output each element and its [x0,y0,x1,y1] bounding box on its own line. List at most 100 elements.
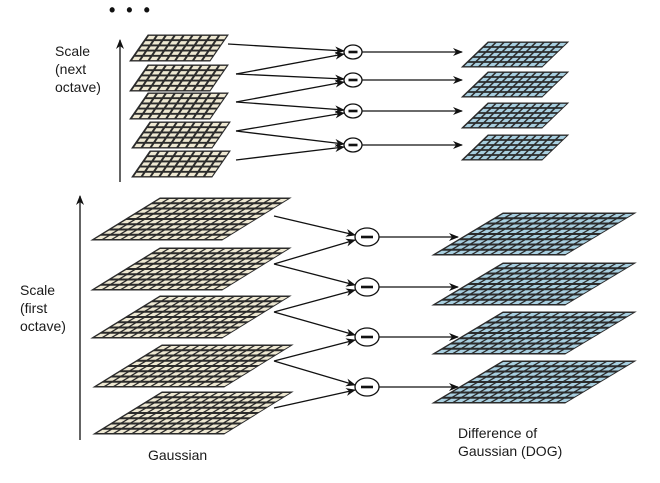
grid-cell [132,235,145,240]
grid-cell [124,424,137,428]
grid-cell [178,413,191,418]
grid-cell [249,345,262,350]
grid-cell [213,398,226,402]
grid-cell [140,361,153,366]
plane-outline [431,262,637,306]
grid-cell [498,274,512,278]
grid-cell [241,403,255,407]
grid-cell [526,269,539,273]
grid-cell [511,108,522,113]
grid-cell [174,209,188,213]
grid-cell [185,56,195,61]
grid-cell [516,263,529,268]
grid-cell [585,234,598,239]
grid-cell [205,71,215,75]
grid-cell [519,284,532,289]
grid-cell [180,109,190,113]
grid-cell [258,307,271,311]
grid-cell [554,219,568,223]
grid-cell [501,118,511,123]
grid-cell [214,99,223,103]
grid-cell [168,408,181,413]
grid-cell [140,323,153,327]
grid-cell [177,361,190,366]
grid-cell [471,377,484,382]
grid-cell [473,250,487,255]
grid-cell [541,150,551,155]
arrow-to-difference [273,215,356,237]
grid-cell [106,382,119,387]
grid-cell [546,372,559,376]
grid-cell [241,269,254,274]
grid-cell [490,229,503,234]
grid-cell [455,349,468,354]
grid-cell [511,250,525,255]
grid-cell [583,274,597,278]
grid-cell [485,72,495,77]
grid-cell [525,263,539,268]
grid-cell [150,333,164,338]
grid-cell [497,361,511,366]
grid-cell [215,235,229,240]
grid-cell [189,128,199,132]
grid-cell [161,377,174,381]
grid-cell [149,225,162,229]
grid-cell [146,93,156,98]
grid-cell [469,87,479,92]
grid-cell [538,145,548,150]
grid-cell [566,240,580,244]
arrow-to-difference [273,388,356,409]
grid-cell [166,46,175,50]
difference-operator [354,277,380,297]
grid-cell [215,285,229,290]
grid-cell [183,302,196,306]
grid-cell [485,150,495,155]
grid-cell [492,349,506,354]
grid-cell [502,349,515,354]
grid-cell [469,150,479,155]
grid-cell [593,328,607,333]
grid-cell [257,204,270,208]
grid-cell [483,250,496,255]
grid-cell [205,408,218,413]
grid-cell [122,328,135,332]
grid-cell [140,328,154,332]
grid-cell [177,275,190,279]
grid-cell [160,333,173,338]
grid-cell [528,382,542,387]
grid-cell [480,229,494,234]
grid-cell [266,254,280,258]
grid-cell [140,408,153,413]
grid-cell [506,213,520,218]
grid-cell [166,312,179,317]
grid-cell [527,47,538,52]
grid-cell [185,351,198,355]
grid-cell [482,245,496,249]
grid-cell [194,264,207,269]
grid-cell [184,214,198,219]
grid-cell [243,413,256,418]
grid-cell [149,275,162,279]
grid-cell [231,312,244,317]
grid-cell [162,382,175,387]
grid-cell [268,351,282,355]
grid-cell [185,114,195,119]
grid-cell [464,300,478,305]
grid-cell [205,361,218,366]
grid-cell [583,367,596,371]
grid-cell [506,52,516,57]
grid-cell [221,307,234,311]
grid-cell [149,361,162,366]
grid-cell [601,367,615,371]
grid-cell [493,42,503,47]
grid-cell [156,345,169,350]
grid-cell [171,382,184,387]
grid-cell [473,245,486,249]
grid-cell [496,92,506,97]
grid-cell [199,65,209,70]
grid-cell [157,317,171,322]
grid-cell [474,52,484,57]
grid-cell [203,345,216,350]
grid-cell [564,269,577,273]
grid-cell [201,46,211,50]
